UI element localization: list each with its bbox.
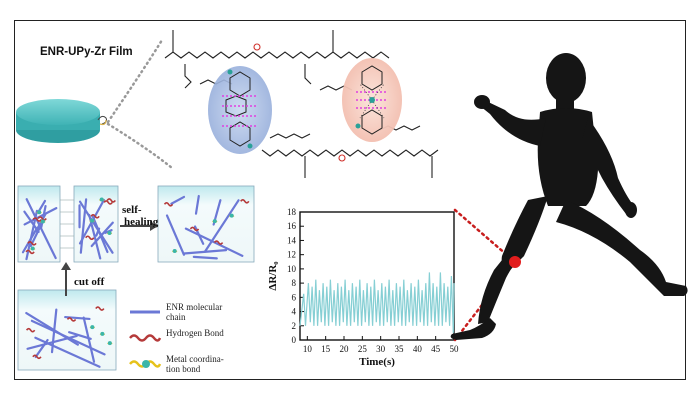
- legend-label: Metal coordina-tion bond: [166, 354, 224, 374]
- hydrogen-bond-mark: [240, 199, 250, 204]
- x-tick-label: 30: [376, 344, 386, 354]
- y-tick-label: 16: [287, 221, 297, 231]
- zoom-line-bottom: [106, 122, 174, 170]
- x-tick-label: 15: [321, 344, 331, 354]
- self-healing-label: self-healing: [122, 204, 159, 228]
- legend: ENR molecular chain Hydrogen Bond Metal coo…: [129, 302, 224, 374]
- x-tick-label: 25: [358, 344, 368, 354]
- metal-center: [107, 230, 112, 235]
- metal-center: [212, 219, 217, 224]
- hydrogen-bond-mark: [37, 216, 47, 221]
- y-tick-label: 8: [292, 278, 297, 288]
- x-tick-label: 45: [431, 344, 441, 354]
- enr-chain-segment: [37, 199, 47, 213]
- zoom-line-top: [106, 38, 164, 124]
- metal-center: [40, 219, 45, 224]
- legend-swatch: [129, 334, 162, 342]
- original-film-box: [17, 289, 117, 371]
- resistance-chart: 0 2 4 6 8 10 12 14 16 18 10 15 20 25 30 35 40 45 50 Time(s)…: [267, 207, 459, 368]
- hydrogen-bond-mark: [25, 327, 36, 333]
- enr-chain-segment: [78, 200, 114, 254]
- x-tick-label: 20: [340, 344, 350, 354]
- enr-chain-segment: [50, 308, 58, 354]
- metal-center: [107, 341, 112, 346]
- legend-label: ENR molecular chain: [166, 302, 222, 322]
- hydrogen-bond-mark: [32, 217, 42, 222]
- enr-chain-segment: [170, 195, 186, 205]
- hydrogen-bond-mark: [85, 235, 95, 241]
- hydrogen-bond-mark: [103, 200, 113, 205]
- runner-silhouette: [450, 53, 688, 340]
- enr-chain-segment: [193, 225, 205, 245]
- metal-center: [30, 246, 35, 251]
- cut-off-arrow: [61, 262, 71, 296]
- x-tick-label: 40: [413, 344, 423, 354]
- enr-chain-segment: [34, 212, 47, 233]
- enr-chain-segment: [68, 331, 92, 340]
- x-tick-label: 35: [395, 344, 405, 354]
- y-tick-label: 14: [287, 235, 297, 245]
- film-title: ENR-UPy-Zr Film: [40, 46, 133, 58]
- y-tick-label: 12: [287, 250, 296, 260]
- legend-dot: [142, 360, 150, 368]
- hydrogen-bond-mark: [95, 306, 105, 311]
- y-axis-label: ΔR/R₀: [267, 261, 279, 291]
- hydrogen-bond-mark: [213, 240, 224, 245]
- hydrogen-bond-mark: [189, 226, 200, 232]
- y-tick-label: 0: [292, 335, 297, 345]
- metal-center: [90, 325, 95, 330]
- metal-center: [229, 213, 234, 218]
- enr-chain-segment: [34, 338, 49, 359]
- metal-center: [37, 210, 42, 215]
- upy-dimer-blue: [208, 66, 272, 154]
- legend-label: Hydrogen Bond: [166, 328, 224, 338]
- y-tick-label: 2: [292, 321, 297, 331]
- y-tick-label: 4: [292, 307, 297, 317]
- enr-chain-segment: [95, 227, 101, 237]
- resistance-signal-line: [299, 272, 455, 333]
- enr-chain-segment: [194, 194, 200, 215]
- enr-chain-segment: [90, 221, 114, 248]
- hydrogen-bond-mark: [27, 240, 37, 246]
- x-tick-label: 50: [450, 344, 460, 354]
- hydrogen-bond-mark: [32, 354, 42, 360]
- y-tick-label: 10: [287, 264, 297, 274]
- enr-chain-segment: [203, 199, 240, 253]
- enr-chain-segment: [25, 198, 57, 260]
- self-healing-arrow: [120, 221, 158, 231]
- y-tick-label: 18: [287, 207, 297, 217]
- enr-chain-segment: [26, 334, 78, 350]
- metal-center: [100, 331, 105, 336]
- enr-chain-segment: [192, 255, 218, 260]
- cut-off-label: cut off: [74, 276, 105, 288]
- hydrogen-bond-mark: [163, 202, 174, 207]
- metal-center: [99, 197, 104, 202]
- film-disc: [16, 99, 107, 143]
- x-axis-label: Time(s): [359, 356, 395, 368]
- enr-chain-segment: [165, 214, 186, 256]
- hydrogen-bond-mark: [90, 213, 100, 219]
- metal-center: [90, 218, 95, 223]
- knee-sensor-dot: [509, 256, 521, 268]
- y-tick-label: 6: [292, 292, 297, 302]
- hydrogen-bond-mark: [25, 249, 35, 255]
- hydrogen-bond-mark: [66, 317, 77, 322]
- hydrogen-bond-mark: [106, 198, 116, 203]
- enr-chain-segment: [25, 311, 79, 346]
- x-tick-label: 10: [303, 344, 313, 354]
- zr-coordination-pink: [342, 58, 402, 142]
- polymer-networks: [21, 194, 250, 368]
- metal-center: [172, 248, 177, 253]
- enr-chain-segment: [82, 316, 96, 363]
